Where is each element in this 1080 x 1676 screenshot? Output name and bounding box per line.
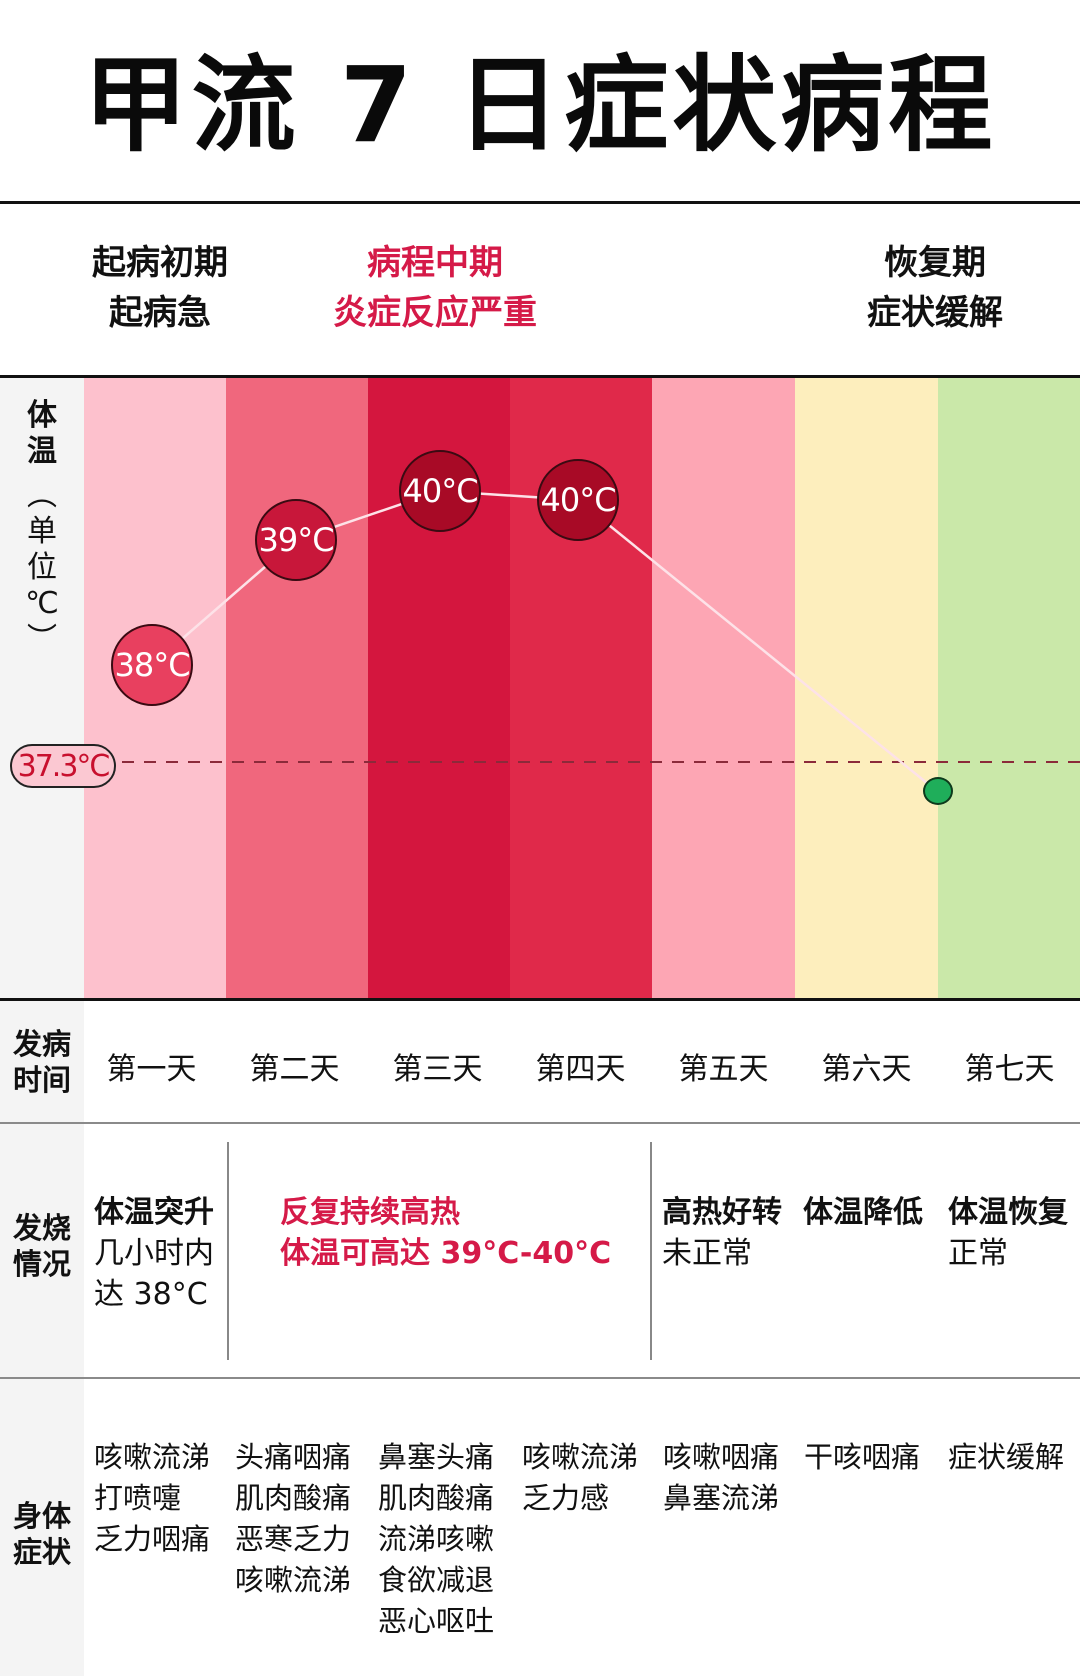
day-label-6: 第六天 [821, 1052, 912, 1087]
row-label-line: 发烧 [12, 1211, 71, 1245]
fever-divider-1 [227, 1142, 229, 1360]
fever-day1-text: 达 38°C [94, 1277, 208, 1312]
fever-day7-title: 体温恢复 [948, 1195, 1068, 1230]
symptoms-day2: 头痛咽痛 肌肉酸痛 恶寒乏力 咳嗽流涕 [235, 1440, 352, 1597]
y-unit-char: ︶ [27, 622, 57, 657]
fever-mid: 反复持续高热 体温可高达 39°C-40°C [280, 1192, 611, 1274]
y-unit-char: ︵ [27, 478, 57, 513]
phase-middle-desc: 炎症反应严重 [333, 293, 537, 333]
fever-day5-title: 高热好转 [662, 1195, 782, 1230]
divider-top [0, 201, 1080, 204]
phase-recovery-desc: 症状缓解 [867, 293, 1003, 333]
row-label-fever: 发烧 情况 [0, 1210, 84, 1282]
phase-early: 起病初期 起病急 [70, 238, 250, 338]
phase-early-title: 起病初期 [92, 243, 228, 283]
temp-point-day7 [923, 777, 953, 805]
day-label-4: 第四天 [535, 1052, 626, 1087]
temp-point-day3: 40°C [399, 450, 481, 532]
y-label-char: 温 [27, 434, 57, 469]
phase-middle: 病程中期 炎症反应严重 [310, 238, 560, 338]
fever-day5: 高热好转 未正常 [662, 1192, 782, 1274]
row-label-line: 发病 [12, 1027, 71, 1061]
temp-point-day4: 40°C [537, 459, 619, 541]
divider-chart-bottom [0, 998, 1080, 1001]
divider-symptoms-top [0, 1377, 1080, 1379]
row-label-line: 时间 [12, 1063, 71, 1097]
day-label-7: 第七天 [964, 1052, 1055, 1087]
fever-day6: 体温降低 [803, 1192, 923, 1233]
fever-day1: 体温突升 几小时内 达 38°C [94, 1192, 214, 1315]
band-day6 [795, 378, 938, 1000]
fever-day7: 体温恢复 正常 [948, 1192, 1068, 1274]
y-unit-char: ℃ [25, 586, 59, 621]
symptoms-day3: 鼻塞头痛 肌肉酸痛 流涕咳嗽 食欲减退 恶心呕吐 [378, 1440, 495, 1638]
temp-point-day2: 39°C [255, 499, 337, 581]
phase-recovery: 恢复期 症状缓解 [840, 238, 1030, 338]
temp-point-day1: 38°C [111, 624, 193, 706]
left-label-column [0, 378, 84, 1676]
y-label-char: 体 [27, 398, 57, 433]
reference-line-label: 37.3°C [10, 744, 116, 788]
fever-day5-text: 未正常 [662, 1236, 752, 1271]
symptoms-day5: 咳嗽咽痛 鼻塞流涕 [663, 1440, 780, 1515]
day-label-3: 第三天 [392, 1052, 483, 1087]
fever-mid-line2: 体温可高达 39°C-40°C [280, 1236, 612, 1271]
band-day5 [652, 378, 795, 1000]
divider-fever-top [0, 1122, 1080, 1124]
phase-early-desc: 起病急 [109, 293, 211, 333]
symptoms-day7: 症状缓解 [948, 1440, 1065, 1474]
row-label-time: 发病 时间 [0, 1026, 84, 1098]
day-label-2: 第二天 [249, 1052, 340, 1087]
y-unit-char: 单 [27, 514, 57, 549]
row-label-line: 情况 [12, 1247, 71, 1281]
band-day7 [938, 378, 1080, 1000]
fever-day1-text: 几小时内 [94, 1236, 214, 1271]
day-label-1: 第一天 [106, 1052, 197, 1087]
fever-day1-title: 体温突升 [94, 1195, 214, 1230]
fever-mid-line1: 反复持续高热 [280, 1195, 460, 1230]
day-label-5: 第五天 [678, 1052, 769, 1087]
fever-day7-text: 正常 [948, 1236, 1008, 1271]
y-unit-char: 位 [27, 550, 57, 585]
symptoms-day1: 咳嗽流涕 打喷嚏 乏力咽痛 [94, 1440, 211, 1556]
symptoms-day4: 咳嗽流涕 乏力感 [522, 1440, 639, 1515]
fever-divider-2 [650, 1142, 652, 1360]
symptoms-day6: 干咳咽痛 [804, 1440, 921, 1474]
fever-day6-title: 体温降低 [803, 1195, 923, 1230]
divider-chart-top [0, 375, 1080, 378]
row-label-symptoms: 身体 症状 [0, 1498, 84, 1570]
phase-middle-title: 病程中期 [367, 243, 503, 283]
phase-recovery-title: 恢复期 [884, 243, 986, 283]
y-axis-label: 体 温 ︵ 单 位 ℃ ︶ [18, 398, 66, 658]
row-label-line: 身体 [12, 1499, 71, 1533]
band-day2 [226, 378, 368, 1000]
page-title: 甲流 7 日症状病程 [83, 44, 997, 166]
row-label-line: 症状 [12, 1535, 71, 1569]
